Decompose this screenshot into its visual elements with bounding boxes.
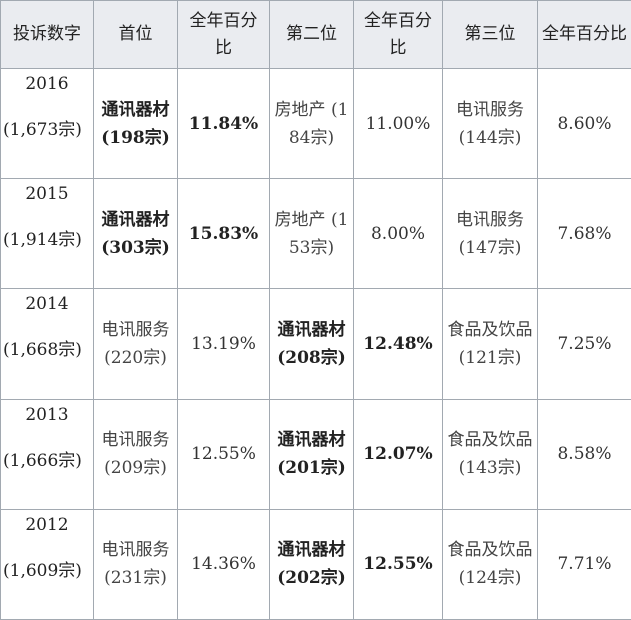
third-percent: 7.25% (537, 288, 631, 400)
second-percent: 12.55% (353, 508, 443, 620)
header-first-place: 首位 (93, 0, 178, 69)
header-second-percent: 全年百分比 (353, 0, 443, 69)
first-percent: 15.83% (177, 178, 270, 290)
year-cell: 2014 (1,668宗) (0, 288, 94, 400)
table-row: 2012 (1,609宗) 电讯服务 (231宗) 14.36% 通讯器材 (2… (0, 508, 631, 620)
year-label: 2012 (25, 514, 69, 535)
year-label: 2013 (25, 404, 69, 425)
third-category: 食品及饮品 (121宗) (442, 288, 538, 400)
year-cell: 2012 (1,609宗) (0, 508, 94, 620)
first-category: 电讯服务 (231宗) (93, 508, 178, 620)
third-category: 食品及饮品 (143宗) (442, 398, 538, 510)
year-label: 2014 (25, 294, 69, 315)
second-category: 房地产 (153宗) (269, 178, 354, 290)
second-category: 通讯器材 (201宗) (269, 398, 354, 510)
table-row: 2014 (1,668宗) 电讯服务 (220宗) 13.19% 通讯器材 (2… (0, 288, 631, 400)
third-category: 食品及饮品 (124宗) (442, 508, 538, 620)
header-row: 投诉数字 首位 全年百分比 第二位 全年百分比 第三位 全年百分比 (0, 0, 631, 69)
table-row: 2016 (1,673宗) 通讯器材 (198宗) 11.84% 房地产 (18… (0, 67, 631, 180)
table-row: 2013 (1,666宗) 电讯服务 (209宗) 12.55% 通讯器材 (2… (0, 398, 631, 510)
third-percent: 7.68% (537, 178, 631, 290)
first-category: 通讯器材 (303宗) (93, 178, 178, 290)
year-cell: 2013 (1,666宗) (0, 398, 94, 510)
table-row: 2015 (1,914宗) 通讯器材 (303宗) 15.83% 房地产 (15… (0, 178, 631, 290)
third-percent: 8.58% (537, 398, 631, 510)
year-label: 2015 (25, 184, 69, 205)
header-third-percent: 全年百分比 (537, 0, 631, 69)
second-percent: 12.07% (353, 398, 443, 510)
first-category: 电讯服务 (220宗) (93, 288, 178, 400)
second-category: 房地产 (184宗) (269, 67, 354, 180)
total-count: (1,668宗) (3, 340, 82, 361)
first-category: 通讯器材 (198宗) (93, 67, 178, 180)
year-cell: 2016 (1,673宗) (0, 67, 94, 180)
header-complaint-count: 投诉数字 (0, 0, 94, 69)
second-percent: 11.00% (353, 67, 443, 180)
total-count: (1,914宗) (3, 230, 82, 251)
header-second-place: 第二位 (269, 0, 354, 69)
second-category: 通讯器材 (208宗) (269, 288, 354, 400)
third-category: 电讯服务 (144宗) (442, 67, 538, 180)
second-category: 通讯器材 (202宗) (269, 508, 354, 620)
total-count: (1,666宗) (3, 450, 82, 471)
third-percent: 8.60% (537, 67, 631, 180)
first-percent: 14.36% (177, 508, 270, 620)
first-percent: 12.55% (177, 398, 270, 510)
first-category: 电讯服务 (209宗) (93, 398, 178, 510)
second-percent: 12.48% (353, 288, 443, 400)
second-percent: 8.00% (353, 178, 443, 290)
header-third-place: 第三位 (442, 0, 538, 69)
total-count: (1,673宗) (3, 120, 82, 140)
total-count: (1,609宗) (3, 560, 82, 581)
year-label: 2016 (25, 74, 69, 94)
first-percent: 13.19% (177, 288, 270, 400)
third-category: 电讯服务 (147宗) (442, 178, 538, 290)
third-percent: 7.71% (537, 508, 631, 620)
year-cell: 2015 (1,914宗) (0, 178, 94, 290)
first-percent: 11.84% (177, 67, 270, 180)
header-first-percent: 全年百分比 (177, 0, 270, 69)
